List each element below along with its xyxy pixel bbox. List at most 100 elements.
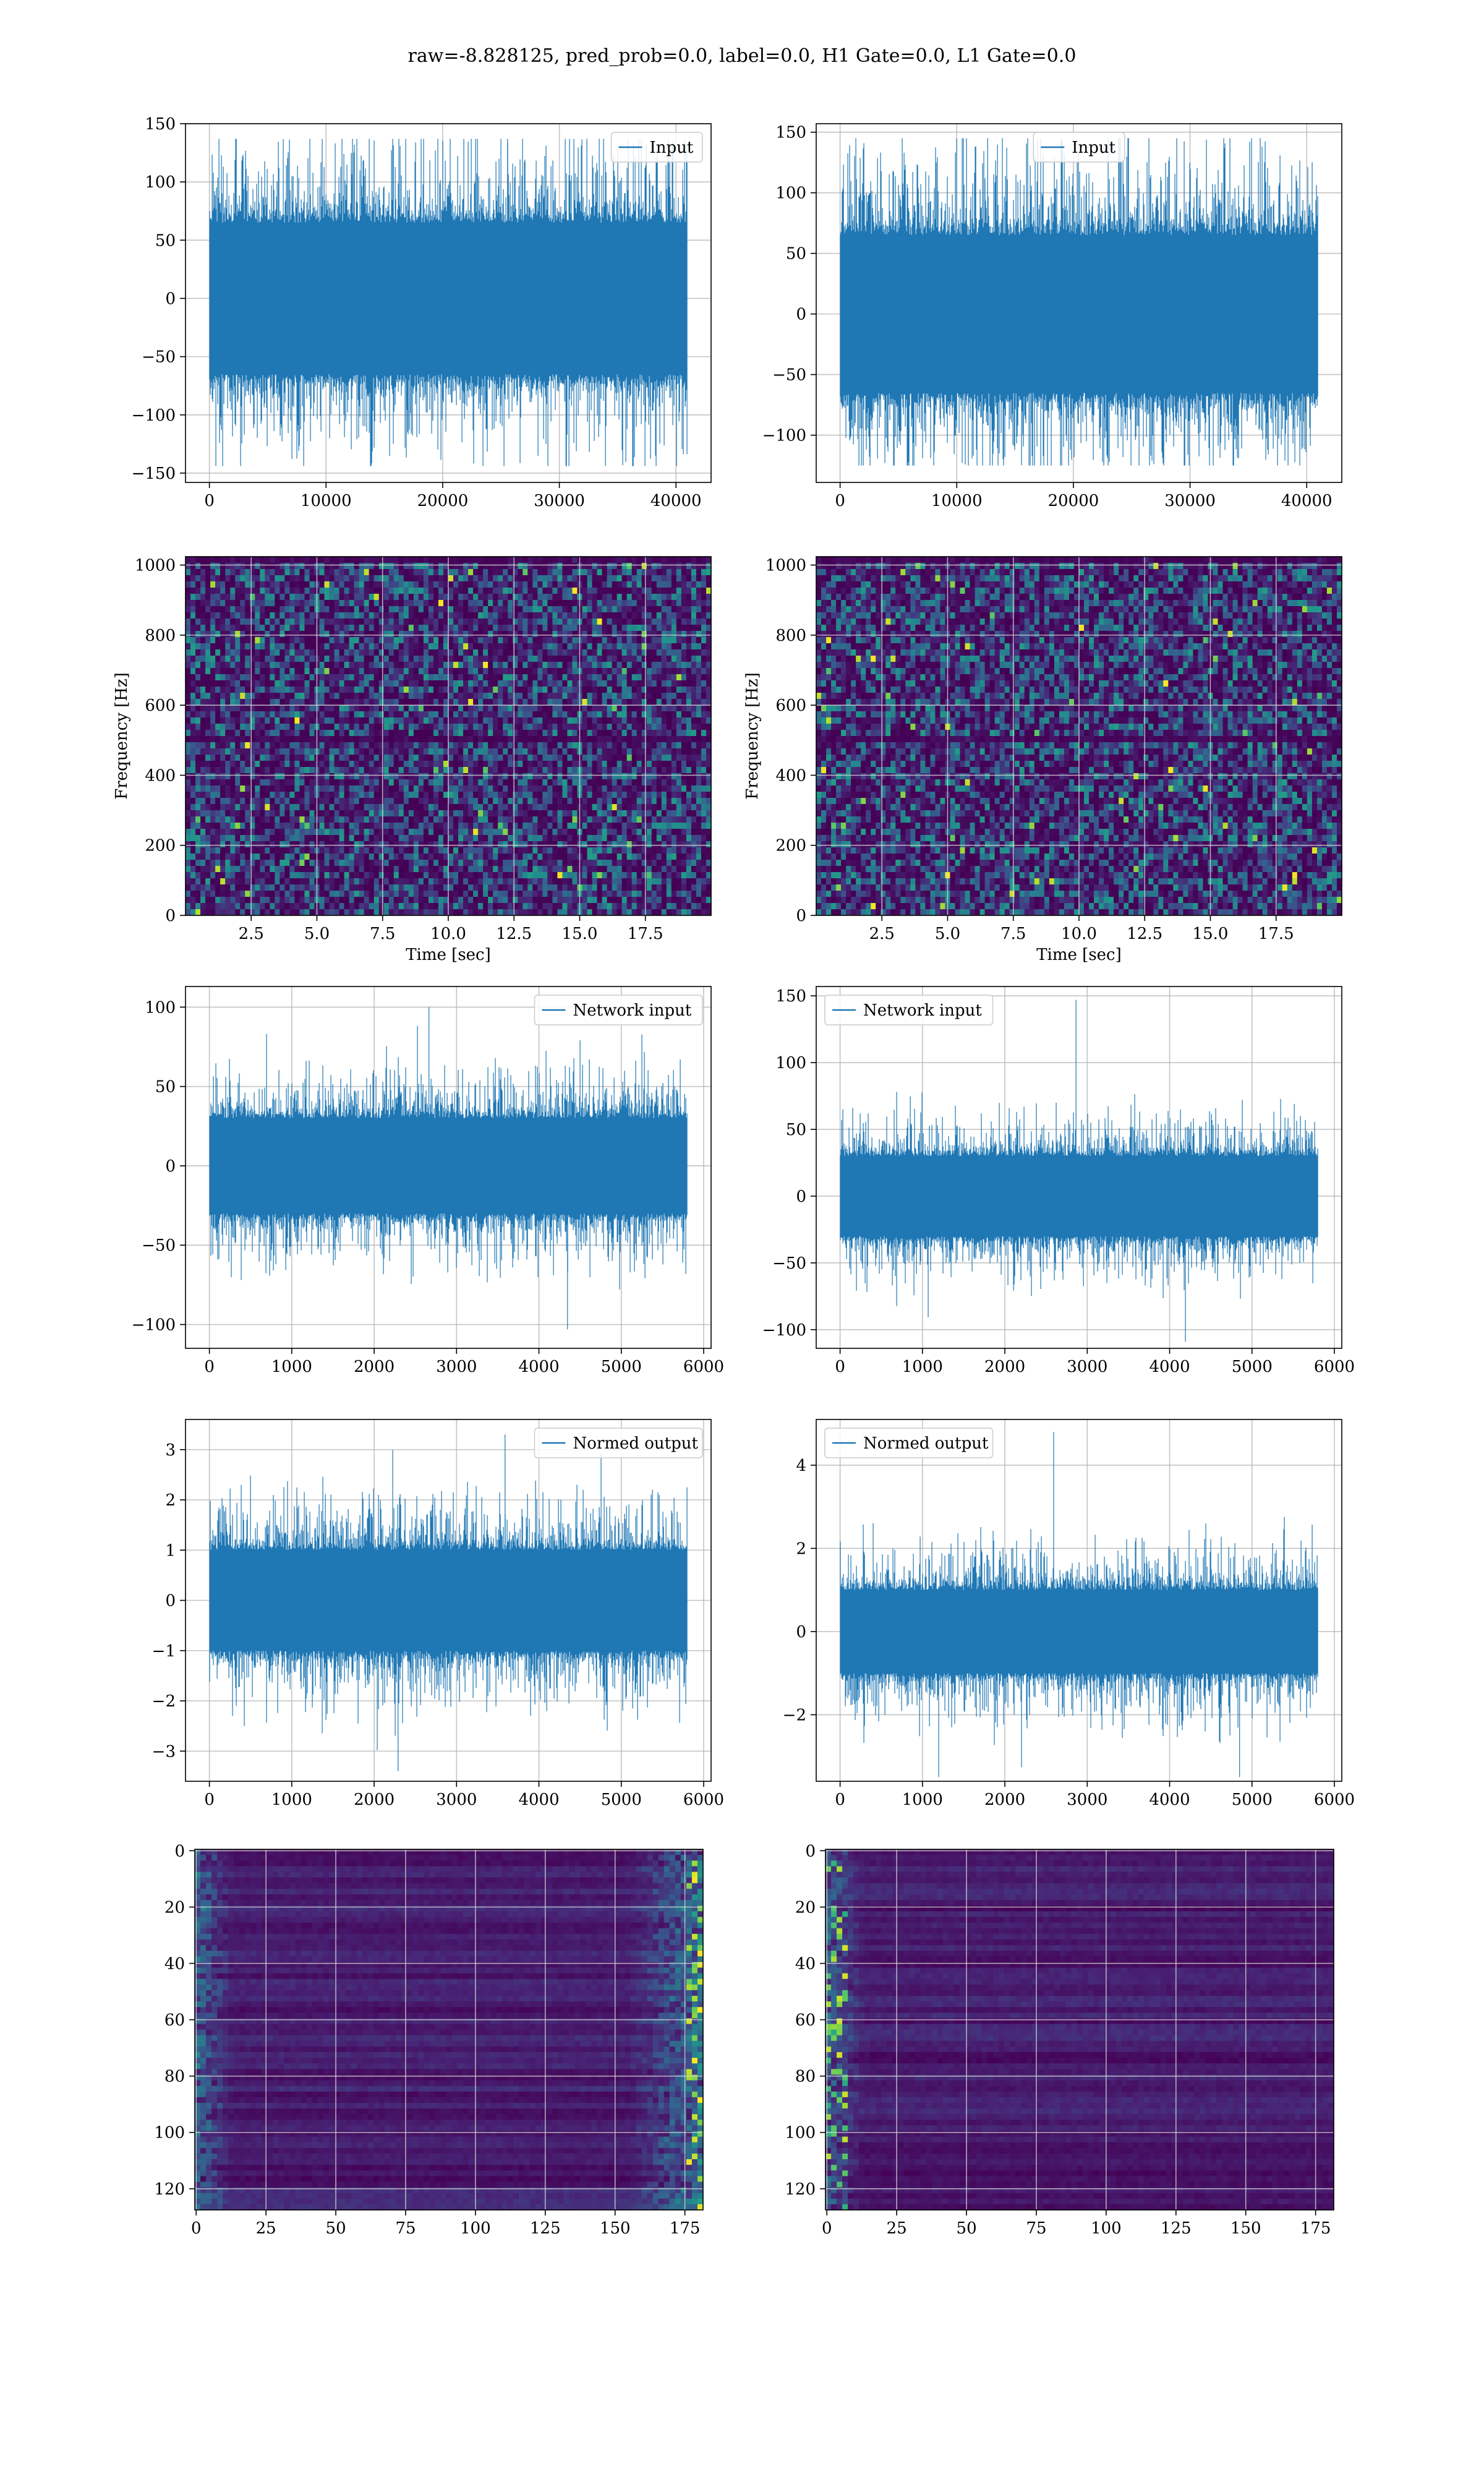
heatmap-cell bbox=[676, 637, 682, 644]
heatmap-cell bbox=[294, 680, 301, 687]
heatmap-cell bbox=[518, 773, 523, 780]
heatmap-cell bbox=[393, 804, 399, 811]
heatmap-cell bbox=[195, 699, 201, 706]
heatmap-cell bbox=[245, 569, 250, 576]
heatmap-cell bbox=[646, 829, 652, 836]
heatmap-cell bbox=[453, 773, 459, 780]
heatmap-cell bbox=[324, 569, 330, 576]
heatmap-cell bbox=[378, 606, 385, 613]
heatmap-cell bbox=[701, 643, 707, 650]
heatmap-cell bbox=[299, 810, 305, 817]
heatmap-cell bbox=[279, 563, 285, 570]
heatmap-cell bbox=[403, 575, 409, 582]
heatmap-cell bbox=[552, 618, 558, 625]
heatmap-cell bbox=[339, 662, 345, 669]
heatmap-cell bbox=[304, 588, 310, 594]
heatmap-cell bbox=[453, 736, 459, 743]
heatmap-cell bbox=[557, 829, 563, 836]
heatmap-cell bbox=[393, 829, 399, 836]
heatmap-cell bbox=[696, 823, 702, 829]
heatmap-cell bbox=[230, 618, 236, 625]
heatmap-cell bbox=[532, 662, 538, 669]
heatmap-cell bbox=[646, 618, 652, 625]
heatmap-cell bbox=[681, 656, 687, 662]
heatmap-cell bbox=[378, 588, 385, 594]
heatmap-cell bbox=[572, 810, 578, 817]
heatmap-cell bbox=[398, 643, 404, 650]
heatmap-cell bbox=[607, 618, 613, 625]
heatmap-cell bbox=[691, 823, 697, 829]
heatmap-cell bbox=[681, 687, 687, 693]
heatmap-cell bbox=[413, 649, 419, 656]
heatmap-cell bbox=[626, 637, 633, 644]
heatmap-cell bbox=[369, 693, 375, 700]
heatmap-cell bbox=[562, 730, 568, 737]
heatmap-cell bbox=[488, 699, 493, 706]
heatmap-cell bbox=[582, 600, 588, 607]
heatmap-cell bbox=[354, 767, 360, 774]
heatmap-cell bbox=[240, 563, 245, 570]
heatmap-cell bbox=[626, 643, 633, 650]
heatmap-cell bbox=[200, 588, 206, 594]
heatmap-cell bbox=[473, 594, 479, 601]
heatmap-cell bbox=[621, 717, 628, 724]
heatmap-cell bbox=[443, 779, 449, 786]
heatmap-cell bbox=[265, 649, 270, 656]
heatmap-cell bbox=[433, 711, 439, 718]
heatmap-cell bbox=[468, 810, 474, 817]
heatmap-cell bbox=[597, 612, 603, 619]
heatmap-cell bbox=[493, 711, 498, 718]
heatmap-cell bbox=[513, 600, 518, 607]
heatmap-cell bbox=[646, 693, 652, 700]
heatmap-cell bbox=[245, 736, 250, 743]
heatmap-cell bbox=[463, 668, 469, 675]
heatmap-cell bbox=[294, 798, 301, 805]
heatmap-cell bbox=[240, 588, 245, 594]
heatmap-cell bbox=[473, 711, 479, 718]
heatmap-cell bbox=[636, 810, 642, 817]
heatmap-cell bbox=[676, 618, 682, 625]
heatmap-cell bbox=[696, 736, 702, 743]
heatmap-cell bbox=[483, 594, 488, 601]
heatmap-cell bbox=[354, 699, 360, 706]
heatmap-cell bbox=[373, 656, 380, 662]
heatmap-cell bbox=[334, 557, 340, 563]
heatmap-cell bbox=[503, 637, 508, 644]
heatmap-cell bbox=[324, 631, 330, 638]
heatmap-cell bbox=[681, 618, 687, 625]
heatmap-cell bbox=[557, 606, 563, 613]
heatmap-cell bbox=[270, 755, 275, 761]
heatmap-cell bbox=[190, 767, 196, 774]
heatmap-cell bbox=[349, 705, 355, 712]
heatmap-cell bbox=[458, 588, 464, 594]
heatmap-cell bbox=[582, 711, 588, 718]
heatmap-cell bbox=[513, 761, 518, 768]
heatmap-cell bbox=[433, 600, 439, 607]
heatmap-cell bbox=[616, 742, 623, 749]
heatmap-cell bbox=[205, 600, 211, 607]
heatmap-cell bbox=[701, 810, 707, 817]
heatmap-cell bbox=[329, 575, 335, 582]
heatmap-cell bbox=[265, 829, 270, 836]
heatmap-cell bbox=[493, 575, 498, 582]
heatmap-cell bbox=[250, 643, 255, 650]
heatmap-cell bbox=[612, 588, 618, 594]
heatmap-cell bbox=[279, 631, 285, 638]
heatmap-cell bbox=[458, 804, 464, 811]
heatmap-cell bbox=[547, 798, 553, 805]
heatmap-cell bbox=[205, 804, 211, 811]
heatmap-cell bbox=[250, 829, 255, 836]
heatmap-cell bbox=[304, 736, 310, 743]
heatmap-cell bbox=[458, 816, 464, 823]
heatmap-cell bbox=[403, 563, 409, 570]
heatmap-cell bbox=[329, 569, 335, 576]
heatmap-cell bbox=[200, 841, 206, 848]
heatmap-cell bbox=[686, 637, 692, 644]
heatmap-cell bbox=[230, 643, 236, 650]
heatmap-cell bbox=[240, 618, 245, 625]
heatmap-cell bbox=[552, 717, 558, 724]
heatmap-cell bbox=[284, 804, 290, 811]
heatmap-cell bbox=[706, 724, 712, 730]
heatmap-cell bbox=[612, 773, 618, 780]
heatmap-cell bbox=[597, 631, 603, 638]
